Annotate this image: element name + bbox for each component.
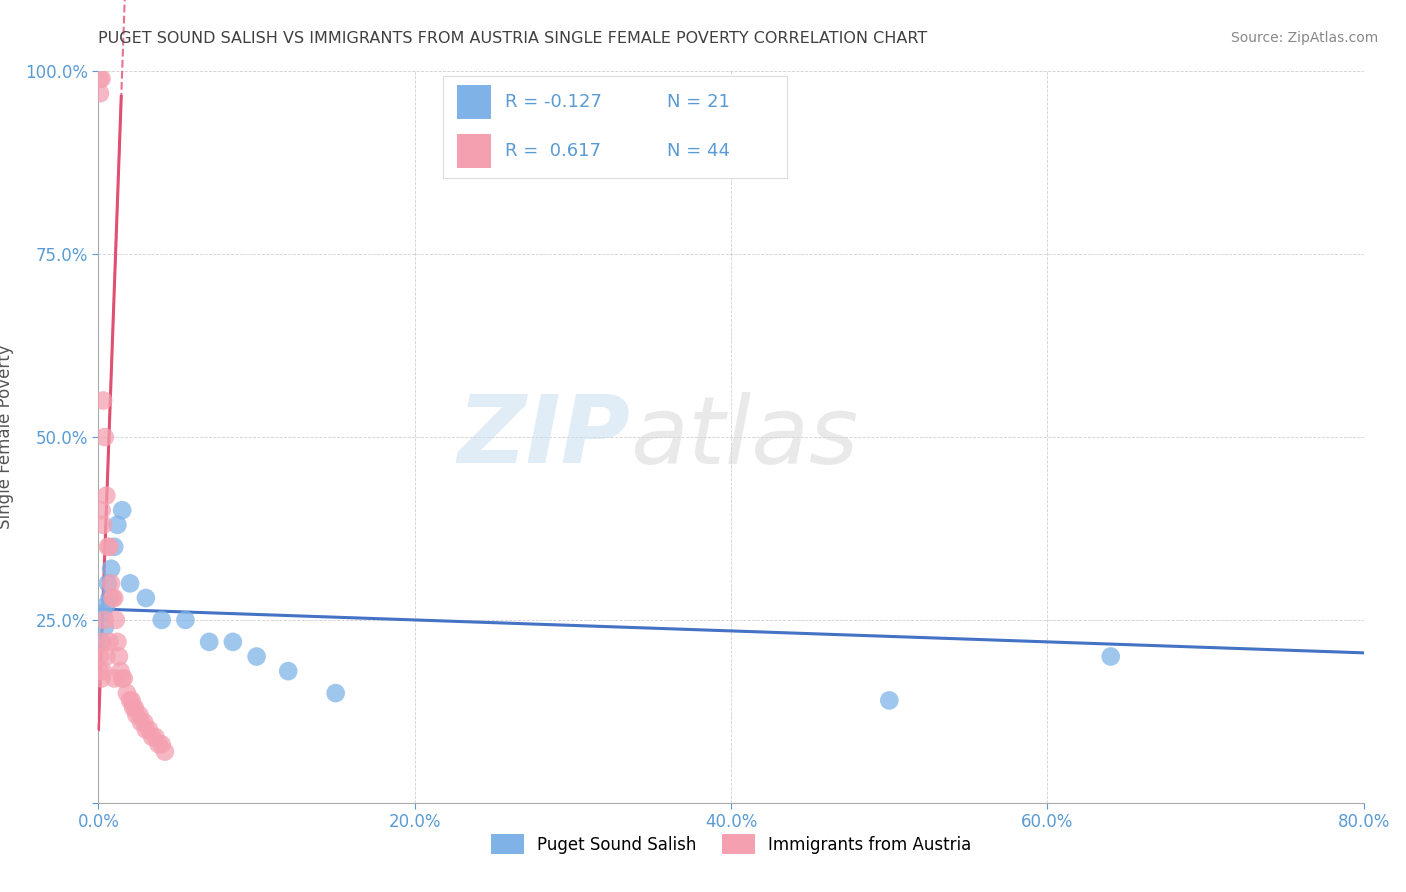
Text: atlas: atlas (630, 392, 858, 483)
Point (110, 664, 132, 678)
Point (91, 517, 114, 532)
Point (1099, 649, 1122, 664)
Text: R =  0.617: R = 0.617 (505, 142, 600, 161)
Point (111, 672, 134, 686)
Point (93, 613, 117, 627)
Point (138, 723, 160, 737)
Point (89, 87, 111, 101)
Point (103, 540, 125, 554)
Point (108, 649, 131, 664)
Point (89, 71, 111, 86)
Point (90, 635, 112, 649)
Point (198, 635, 221, 649)
Point (98, 540, 121, 554)
Point (111, 503, 134, 517)
Point (153, 745, 176, 759)
Point (97, 540, 120, 554)
Point (93, 430, 117, 444)
Point (115, 686, 138, 700)
Point (100, 576, 122, 591)
Point (122, 700, 145, 714)
Point (145, 730, 166, 744)
Point (128, 708, 150, 723)
Point (120, 693, 141, 707)
Point (91, 606, 114, 620)
Point (107, 635, 129, 649)
Point (877, 693, 900, 707)
Point (150, 737, 173, 751)
Point (120, 576, 141, 591)
Point (90, 672, 112, 686)
Point (90, 503, 112, 517)
Point (141, 730, 163, 744)
Point (98, 591, 121, 605)
Point (325, 686, 347, 700)
Point (96, 599, 118, 613)
Text: Source: ZipAtlas.com: Source: ZipAtlas.com (1230, 31, 1378, 45)
Point (112, 672, 135, 686)
Point (174, 613, 197, 627)
Point (129, 715, 152, 730)
Bar (457, 85, 491, 119)
Point (91, 393, 114, 408)
Point (246, 649, 269, 664)
Point (222, 635, 245, 649)
Point (121, 693, 143, 707)
Point (135, 591, 157, 605)
Point (93, 620, 117, 634)
Y-axis label: Single Female Poverty: Single Female Poverty (0, 345, 14, 529)
Text: R = -0.127: R = -0.127 (505, 93, 602, 111)
Point (107, 517, 129, 532)
Point (89, 649, 111, 664)
Point (124, 700, 146, 714)
Text: N = 44: N = 44 (666, 142, 730, 161)
Point (90, 71, 112, 86)
Point (100, 562, 122, 576)
Point (103, 591, 125, 605)
Point (148, 737, 170, 751)
Point (96, 489, 118, 503)
Point (101, 591, 124, 605)
Point (90, 635, 112, 649)
Bar (457, 135, 491, 168)
Point (104, 613, 127, 627)
Point (98, 635, 121, 649)
Point (97, 576, 120, 591)
Text: ZIP: ZIP (457, 391, 630, 483)
Legend: Puget Sound Salish, Immigrants from Austria: Puget Sound Salish, Immigrants from Aust… (484, 828, 979, 860)
Text: N = 21: N = 21 (666, 93, 730, 111)
Point (96, 649, 118, 664)
Point (89, 664, 111, 678)
Point (91, 664, 114, 678)
Point (135, 723, 157, 737)
Point (125, 708, 148, 723)
Point (277, 664, 299, 678)
Point (150, 613, 173, 627)
Point (103, 672, 125, 686)
Point (134, 715, 156, 730)
Text: PUGET SOUND SALISH VS IMMIGRANTS FROM AUSTRIA SINGLE FEMALE POVERTY CORRELATION : PUGET SOUND SALISH VS IMMIGRANTS FROM AU… (98, 31, 928, 46)
